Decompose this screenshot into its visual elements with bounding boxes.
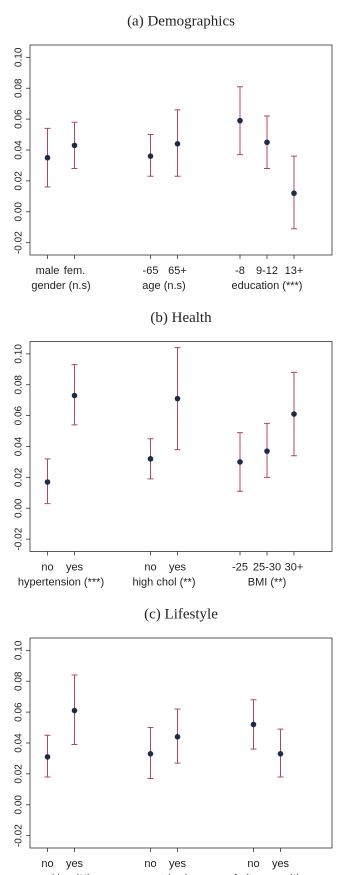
point [264,139,270,146]
x-tick-label: male [36,265,60,277]
group-label: gender (n.s) [31,280,90,292]
plot-frame [29,44,333,256]
point [277,751,284,757]
point [174,734,181,740]
y-tick-label: 0.06 [14,702,25,722]
y-tick-label: 0.10 [14,47,25,67]
point [174,395,181,402]
group-label: high chol (**) [133,576,196,588]
x-tick-label: 25-30 [253,561,281,573]
x-tick-label: no [41,858,53,870]
group-label: BMI (**) [248,576,287,588]
x-tick-label: yes [169,858,187,870]
y-tick-label: 0.00 [14,498,25,518]
x-tick-label: 13+ [285,265,304,277]
y-tick-label: 0.04 [14,140,25,160]
y-tick-label: 0.10 [14,640,25,660]
x-tick-label: no [144,858,156,870]
y-tick-label: -0.02 [14,231,25,254]
y-tick-label: -0.02 [14,824,25,847]
x-tick-label: -65 [143,265,159,277]
chart-title: (a) Demographics [127,13,235,29]
y-tick-label: 0.08 [14,671,25,691]
group-label: sport (n.s) [139,873,189,875]
point [237,117,243,124]
y-tick-label: 0.10 [14,344,25,364]
x-tick-label: yes [272,858,290,870]
point [44,154,51,161]
y-tick-label: 0.04 [14,436,25,456]
chart-title: (c) Lifestyle [144,606,218,622]
point [71,707,78,714]
point [174,141,181,147]
x-tick-label: yes [66,561,84,573]
point [71,142,78,149]
y-tick-label: 0.02 [14,171,25,191]
group-label: smoking (**) [31,873,91,875]
chart-title: (b) Health [150,310,212,326]
x-tick-label: no [144,561,156,573]
x-tick-label: yes [169,561,187,573]
x-tick-label: fem. [64,265,85,277]
x-tick-label: yes [66,858,84,870]
y-tick-label: 0.00 [14,795,25,815]
point [147,751,154,757]
point [71,392,78,399]
y-tick-label: 0.04 [14,733,25,753]
point [291,411,297,417]
group-label: fruit or veg (*) [234,873,301,875]
y-tick-label: 0.08 [14,375,25,395]
point [237,459,243,465]
y-tick-label: 0.06 [14,109,25,129]
x-tick-label: no [41,561,53,573]
point [147,153,154,159]
x-tick-label: 65+ [168,265,187,277]
y-tick-label: 0.08 [14,78,25,98]
group-label: education (***) [232,280,303,292]
y-tick-label: 0.02 [14,764,25,784]
plot-frame [29,341,333,552]
point [147,456,154,462]
group-label: age (n.s) [142,280,185,292]
point [44,479,51,485]
x-tick-label: 9-12 [256,265,278,277]
point [291,190,297,197]
point [250,721,257,728]
x-tick-label: 30+ [285,561,304,573]
y-tick-label: 0.02 [14,467,25,487]
y-tick-label: 0.06 [14,405,25,425]
point [264,448,270,454]
y-tick-label: -0.02 [14,527,25,550]
x-tick-label: -25 [232,561,248,573]
x-tick-label: no [247,858,259,870]
group-label: hypertension (***) [18,576,104,588]
y-tick-label: 0.00 [14,202,25,222]
plot-frame [29,637,333,849]
x-tick-label: -8 [235,265,245,277]
point [44,754,51,760]
